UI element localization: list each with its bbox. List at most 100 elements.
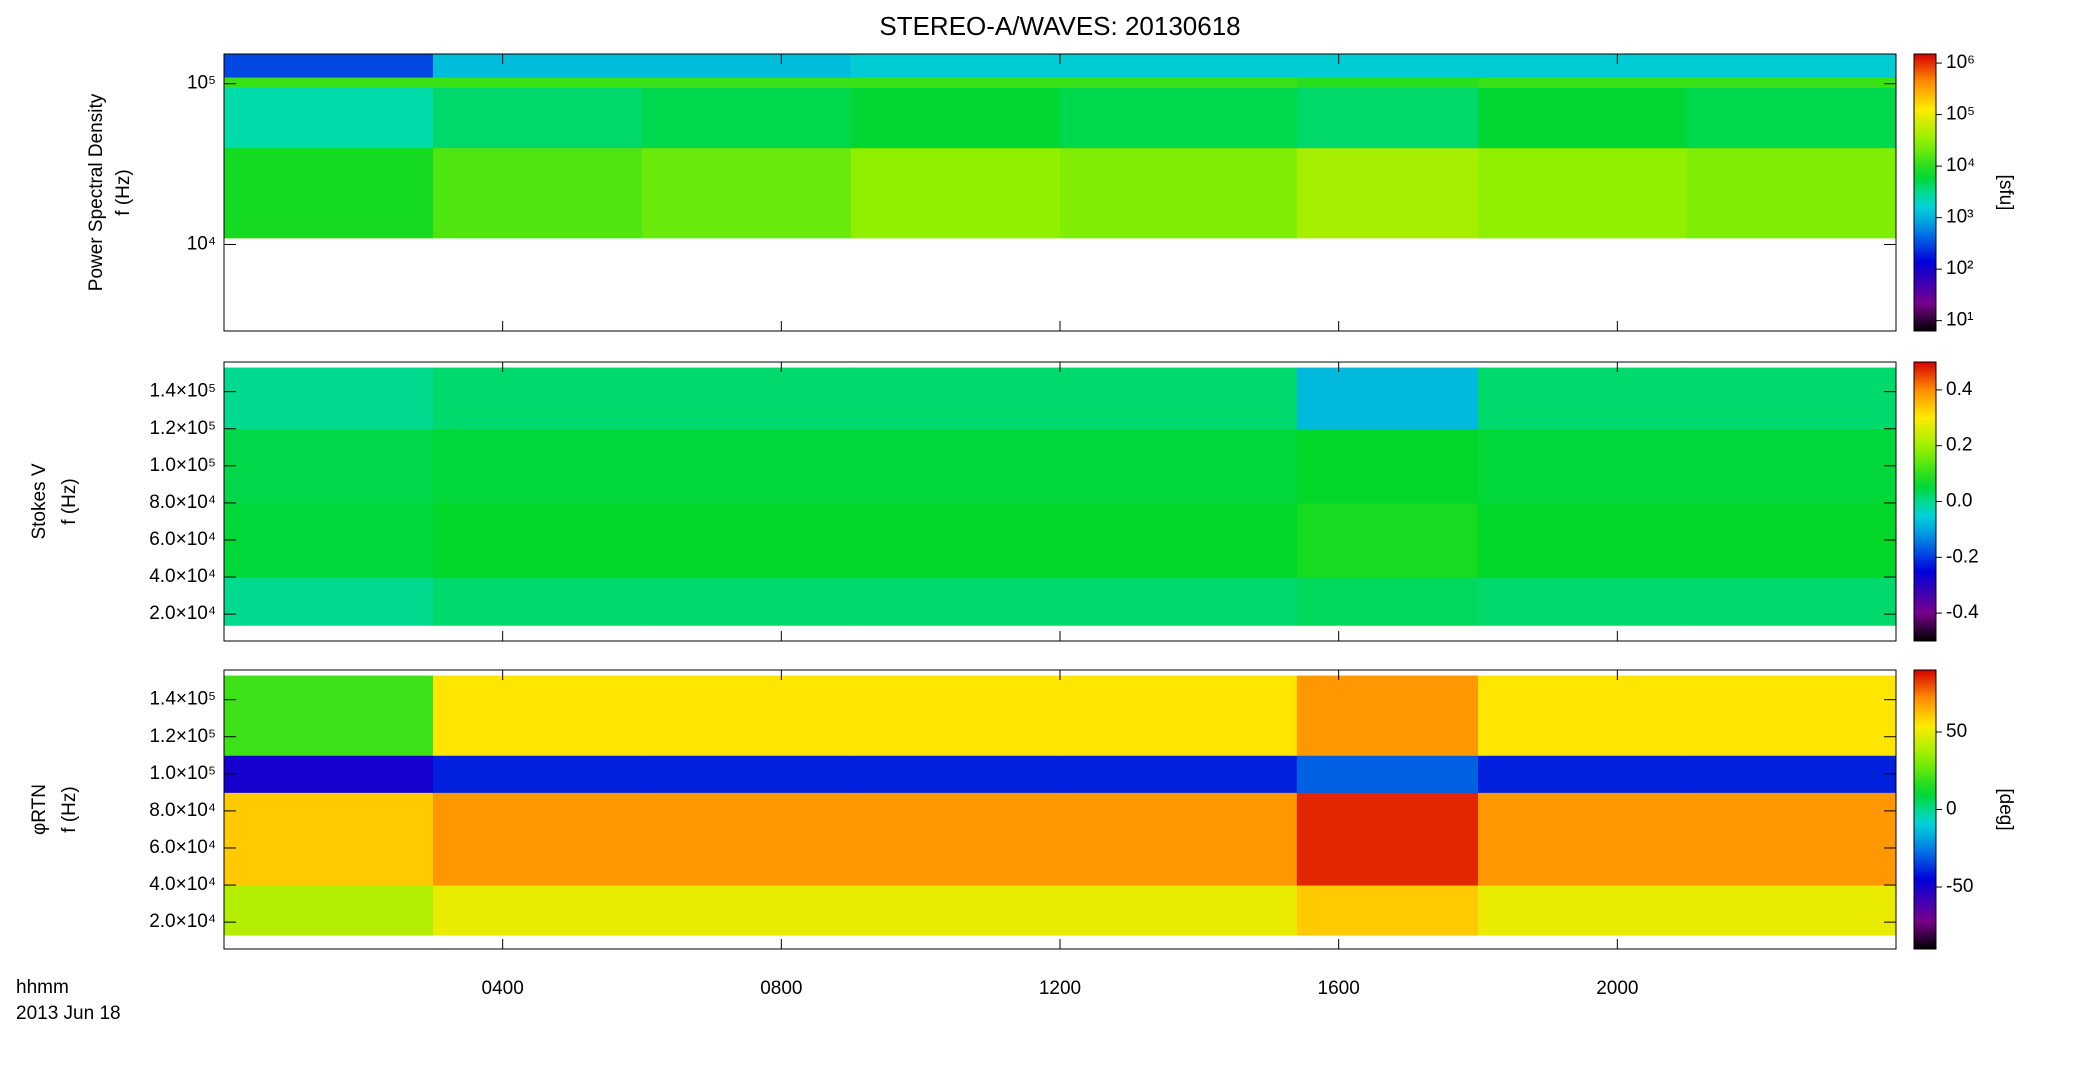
heatmap-cell xyxy=(1296,502,1479,578)
heatmap-cell xyxy=(1060,54,1298,78)
heatmap-cell xyxy=(1478,577,1688,626)
heatmap-cell xyxy=(224,367,434,430)
heatmap-cell xyxy=(433,87,643,149)
heatmap-cell xyxy=(851,428,1061,504)
chart-title: STEREO-A/WAVES: 20130618 xyxy=(879,11,1240,41)
heatmap-cell xyxy=(224,792,434,886)
heatmap-cell xyxy=(1296,367,1479,430)
heatmap-cell xyxy=(1687,87,1897,149)
heatmap-cell xyxy=(433,77,643,88)
heatmap-cell xyxy=(642,428,852,504)
heatmap-cell xyxy=(1060,792,1298,886)
x-axis-label: hhmm xyxy=(16,977,69,998)
y-axis-label: f (Hz) xyxy=(113,169,134,215)
colorbar-tick-label: 10¹ xyxy=(1946,310,1973,331)
colorbar-tick-label: 0.4 xyxy=(1946,379,1973,400)
heatmap-cell xyxy=(433,885,643,936)
heatmap-cell xyxy=(1296,755,1479,793)
heatmap-cell xyxy=(433,792,643,886)
heatmap-cell xyxy=(1478,367,1688,430)
heatmap-cell xyxy=(851,502,1061,578)
heatmap-cell xyxy=(1687,502,1897,578)
heatmap-cell xyxy=(224,87,434,149)
heatmap-cell xyxy=(224,77,434,88)
heatmap-cell xyxy=(1478,147,1688,239)
heatmap-cell xyxy=(1478,755,1688,793)
heatmap-cell xyxy=(1060,87,1298,149)
heatmap-cell xyxy=(851,675,1061,756)
colorbar-tick-label: 10² xyxy=(1946,258,1973,279)
heatmap-cell xyxy=(1296,675,1479,756)
heatmap-cell xyxy=(1296,885,1479,936)
y-axis-label: Power Spectral Density xyxy=(86,93,107,291)
heatmap-cell xyxy=(1060,885,1298,936)
heatmap-cell xyxy=(433,367,643,430)
heatmap-cell xyxy=(1478,54,1688,78)
heatmap-cell xyxy=(1060,502,1298,578)
heatmap-cell xyxy=(1687,54,1897,78)
heatmap-cell xyxy=(1478,77,1688,88)
heatmap-cell xyxy=(1060,577,1298,626)
heatmap-cell xyxy=(1687,367,1897,430)
y-axis-label: f (Hz) xyxy=(59,786,80,832)
colorbar-tick-label: 0.2 xyxy=(1946,435,1972,456)
heatmap-cell xyxy=(1296,792,1479,886)
y-tick-label: 4.0×10⁴ xyxy=(149,566,216,587)
heatmap-cell xyxy=(1478,675,1688,756)
heatmap-cell xyxy=(1060,367,1298,430)
heatmap-cell xyxy=(851,147,1061,239)
heatmap-cell xyxy=(1296,428,1479,504)
colorbar-tick-label: 10⁶ xyxy=(1946,52,1975,73)
heatmap-cell xyxy=(642,577,852,626)
heatmap-cell xyxy=(224,428,434,504)
heatmap-cell xyxy=(1687,675,1897,756)
colorbar-tick-label: 10⁵ xyxy=(1946,104,1975,125)
heatmap-cell xyxy=(642,885,852,936)
heatmap-cell xyxy=(642,792,852,886)
heatmap-cell xyxy=(1687,77,1897,88)
colorbar-tick-label: 10³ xyxy=(1946,207,1973,228)
heatmap-cell xyxy=(1478,885,1688,936)
heatmap-cell xyxy=(851,367,1061,430)
colorbar-label: [sfu] xyxy=(1995,175,2016,211)
x-tick-label: 1200 xyxy=(1039,978,1081,999)
heatmap-cell xyxy=(1060,675,1298,756)
x-tick-label: 0400 xyxy=(482,978,524,999)
y-tick-label: 8.0×10⁴ xyxy=(149,492,216,513)
heatmap-cell xyxy=(642,147,852,239)
heatmap-cell xyxy=(433,428,643,504)
y-tick-label: 1.0×10⁵ xyxy=(149,763,216,784)
heatmap-cell xyxy=(433,502,643,578)
heatmap-cell xyxy=(1296,147,1479,239)
y-tick-label: 10⁴ xyxy=(187,234,216,255)
heatmap-cell xyxy=(1687,428,1897,504)
heatmap-cell xyxy=(224,54,434,78)
colorbar-tick-label: 50 xyxy=(1946,721,1967,742)
heatmap-cell xyxy=(642,87,852,149)
heatmap-cell xyxy=(642,367,852,430)
heatmap-cell xyxy=(1687,755,1897,793)
heatmap-cell xyxy=(1060,147,1298,239)
heatmap-cell xyxy=(433,755,643,793)
heatmap-cell xyxy=(1687,885,1897,936)
heatmap-cell xyxy=(851,755,1061,793)
y-tick-label: 8.0×10⁴ xyxy=(149,800,216,821)
heatmap-cell xyxy=(1687,147,1897,239)
y-tick-label: 2.0×10⁴ xyxy=(149,911,216,932)
heatmap-cell xyxy=(433,147,643,239)
heatmap-cell xyxy=(642,502,852,578)
y-tick-label: 1.0×10⁵ xyxy=(149,455,216,476)
date-label: 2013 Jun 18 xyxy=(16,1003,121,1024)
y-tick-label: 1.4×10⁵ xyxy=(149,689,216,710)
colorbar-tick-label: 10⁴ xyxy=(1946,155,1975,176)
heatmap-cell xyxy=(433,577,643,626)
x-tick-label: 0800 xyxy=(760,978,802,999)
x-tick-label: 2000 xyxy=(1596,978,1638,999)
heatmap-cell xyxy=(224,755,434,793)
heatmap-cell xyxy=(851,77,1061,88)
colorbar-tick-label: 0 xyxy=(1946,799,1957,820)
heatmap-cell xyxy=(1478,792,1688,886)
heatmap-cell xyxy=(224,577,434,626)
colorbar-label: [deg] xyxy=(1995,788,2016,830)
